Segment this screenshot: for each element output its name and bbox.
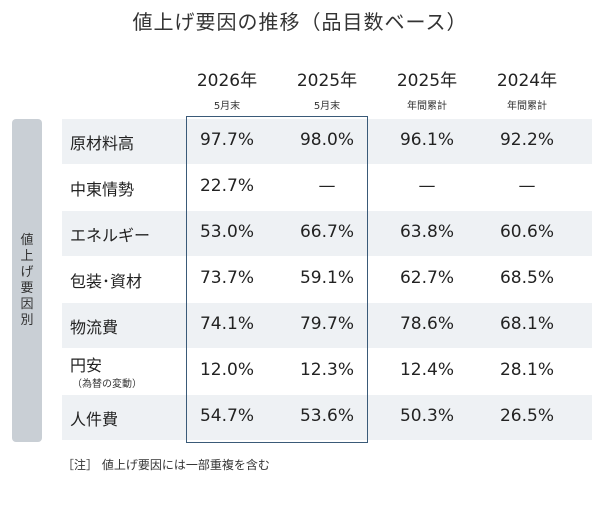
footnote: ［注］ 値上げ要因には一部重複を含む: [62, 458, 270, 472]
column-year-3: 2025年: [396, 71, 458, 91]
table-cell: 78.6%: [399, 314, 454, 334]
row-label: 包装･資材: [70, 272, 143, 291]
table-cell: 74.1%: [199, 314, 254, 334]
table-cell: 12.4%: [399, 360, 454, 380]
table-row: 人件費 54.7% 53.6% 50.3% 26.5%: [62, 395, 592, 440]
column-sub-2: 5月末: [313, 101, 341, 112]
column-sub-3: 年間累計: [407, 101, 447, 112]
table-cell: —: [418, 176, 436, 196]
highlight-box: [186, 116, 368, 443]
table-cell: 66.7%: [299, 222, 354, 242]
table-row: エネルギー 53.0% 66.7% 63.8% 60.6%: [62, 211, 592, 256]
row-group-label-bar: 値 上 げ 要 因 別: [12, 119, 42, 442]
table-cell: 97.7%: [199, 130, 254, 150]
table-cell: 79.7%: [299, 314, 354, 334]
table-cell: 96.1%: [399, 130, 454, 150]
table-cell: 28.1%: [499, 360, 554, 380]
table-cell: 53.0%: [199, 222, 254, 242]
row-label: 円安: [70, 356, 103, 375]
column-year-2: 2025年: [296, 71, 358, 91]
table-cell: 50.3%: [399, 406, 454, 426]
table-cell: 62.7%: [399, 268, 454, 288]
table-title: 値上げ要因の推移（品目数ベース）: [132, 10, 468, 34]
table-cell: 26.5%: [499, 406, 554, 426]
column-sub-4: 年間累計: [507, 101, 547, 112]
table-cell: 68.5%: [499, 268, 554, 288]
table-row: 円安 （為替の変動） 12.0% 12.3% 12.4% 28.1%: [62, 349, 592, 394]
table-cell: —: [518, 176, 536, 196]
row-note: （為替の変動）: [72, 379, 142, 390]
table-cell: —: [318, 176, 336, 196]
table-row: 物流費 74.1% 79.7% 78.6% 68.1%: [62, 303, 592, 348]
table-cell: 12.0%: [199, 360, 254, 380]
row-label: 物流費: [70, 318, 119, 337]
table-row: 中東情勢 22.7% — — —: [62, 165, 592, 210]
table-cell: 53.6%: [299, 406, 354, 426]
column-year-1: 2026年: [196, 71, 258, 91]
column-year-4: 2024年: [496, 71, 558, 91]
column-sub-1: 5月末: [213, 101, 241, 112]
table-cell: 60.6%: [499, 222, 554, 242]
row-label: エネルギー: [70, 226, 151, 245]
table-row: 包装･資材 73.7% 59.1% 62.7% 68.5%: [62, 257, 592, 302]
table-cell: 22.7%: [199, 176, 254, 196]
row-label: 中東情勢: [70, 180, 135, 199]
table-cell: 98.0%: [299, 130, 354, 150]
row-group-label: 値 上 げ 要 因 別: [20, 232, 34, 328]
row-label: 原材料高: [70, 134, 135, 153]
table-cell: 59.1%: [299, 268, 354, 288]
table-cell: 68.1%: [499, 314, 554, 334]
table-cell: 12.3%: [299, 360, 354, 380]
table-cell: 54.7%: [199, 406, 254, 426]
row-label: 人件費: [70, 410, 119, 429]
table-cell: 92.2%: [499, 130, 554, 150]
table-cell: 63.8%: [399, 222, 454, 242]
table-cell: 73.7%: [199, 268, 254, 288]
table-row: 原材料高 97.7% 98.0% 96.1% 92.2%: [62, 119, 592, 164]
